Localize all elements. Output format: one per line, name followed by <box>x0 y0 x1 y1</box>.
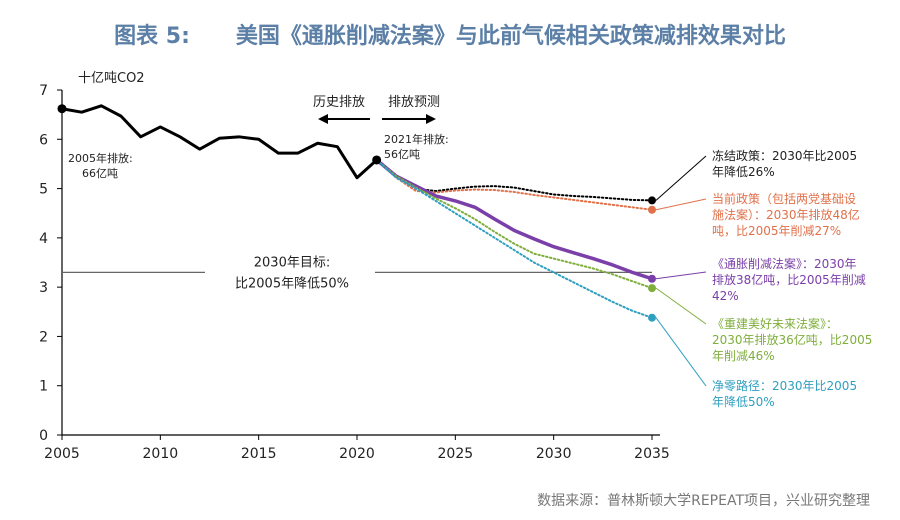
series-label: 冻结政策：2030年比2005 <box>712 148 857 163</box>
series-label: 42% <box>712 289 739 303</box>
historical-line <box>61 104 378 180</box>
x-tick-label: 2005 <box>44 446 80 462</box>
series-label: 施法案）：2030年排放48亿 <box>712 207 860 222</box>
axes: 0 1 2 3 4 5 6 7 2005 2010 2015 2020 2025 2030 2035 十亿吨C… <box>39 71 670 462</box>
series-label: 《通胀削减法案》：2030年 <box>712 256 857 271</box>
forecast-arrowhead <box>426 114 436 124</box>
series-lines <box>61 104 653 319</box>
x-tick-label: 2035 <box>634 446 670 462</box>
y-tick-label: 3 <box>39 280 48 296</box>
2021-marker <box>372 155 382 165</box>
y-tick-label: 0 <box>39 428 48 444</box>
series-label: 吨，比2005年削减27% <box>712 224 841 238</box>
series-label: 2030年排放36亿吨，比2005 <box>712 332 872 347</box>
series-end-marker <box>648 274 656 283</box>
x-tick-label: 2025 <box>438 446 474 462</box>
series-end-marker <box>648 205 656 214</box>
target-line-group: 2030年目标: 比2005年降低50% <box>62 255 652 291</box>
x-tick-label: 2010 <box>143 446 179 462</box>
series-end-marker <box>648 196 656 205</box>
series-label: 年降低26% <box>712 165 775 179</box>
2021-label: 2021年排放: <box>384 132 449 146</box>
y-tick-label: 2 <box>39 329 48 345</box>
series-line <box>375 158 653 211</box>
leader-line <box>655 271 707 280</box>
leader-line <box>655 287 707 325</box>
forecast-label: 排放预测 <box>388 95 440 110</box>
history-arrowhead <box>318 114 328 124</box>
2021-label: 56亿吨 <box>384 148 420 161</box>
y-tick-label: 4 <box>39 231 48 247</box>
series-end-marker <box>648 313 656 322</box>
series-label: 《重建美好未来法案》： <box>712 316 838 331</box>
start-label: 66亿吨 <box>82 167 118 180</box>
start-marker <box>57 104 67 114</box>
start-label: 2005年排放: <box>68 151 133 165</box>
leader-line <box>655 317 707 387</box>
series-label: 年降低50% <box>712 395 775 409</box>
x-tick-label: 2020 <box>339 446 375 462</box>
target-label: 比2005年降低50% <box>235 276 349 291</box>
x-tick-label: 2030 <box>536 446 572 462</box>
series-label: 年削减46% <box>712 349 775 363</box>
y-axis-label: 十亿吨CO2 <box>78 71 145 86</box>
x-tick-label: 2015 <box>241 446 277 462</box>
history-label: 历史排放 <box>313 95 365 110</box>
endpoint-markers <box>57 104 656 322</box>
leader-line <box>655 198 707 211</box>
series-line <box>375 158 653 202</box>
leader-line <box>655 155 707 201</box>
series-line <box>375 158 653 319</box>
y-tick-label: 7 <box>39 83 48 99</box>
source-note: 数据来源：普林斯顿大学REPEAT项目，兴业研究整理 <box>537 493 870 509</box>
series-label: 当前政策（包括两党基础设 <box>712 191 856 206</box>
series-end-marker <box>648 284 656 293</box>
series-label: 净零路径：2030年比2005 <box>712 378 857 393</box>
page-title: 图表 5: 美国《通胀削减法案》与此前气候相关政策减排效果对比 <box>114 24 786 49</box>
y-tick-label: 6 <box>39 132 48 148</box>
target-label: 2030年目标: <box>254 255 330 270</box>
series-label: 排放38亿吨，比2005年削减 <box>712 272 866 287</box>
series-line <box>375 158 653 290</box>
y-tick-label: 1 <box>39 379 48 395</box>
annotations: 冻结政策：2030年比2005 年降低26% 当前政策（包括两党基础设施法案）：20… <box>68 95 872 409</box>
y-tick-label: 5 <box>39 182 48 198</box>
series-line <box>375 158 653 281</box>
